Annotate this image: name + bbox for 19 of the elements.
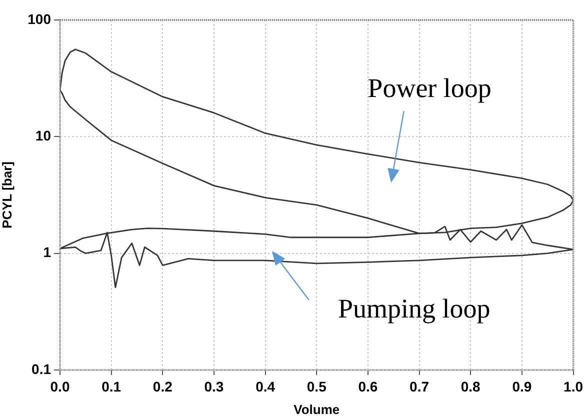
y-tick-label: 0.1 xyxy=(32,360,52,377)
x-tick-label: 0.1 xyxy=(102,378,122,394)
y-tick-label: 1 xyxy=(43,244,52,260)
annotation: Power loop xyxy=(368,73,492,104)
x-axis-title: Volume xyxy=(294,402,340,417)
annotation: Pumping loop xyxy=(338,294,490,324)
x-tick-label: 0.0 xyxy=(50,378,70,394)
x-tick-label: 0.5 xyxy=(306,378,327,394)
y-tick-label: 10 xyxy=(35,128,52,144)
y-tick-label: 100 xyxy=(28,10,52,27)
y-axis-title: PCYL [bar] xyxy=(0,162,14,228)
x-tick-label: 0.4 xyxy=(256,378,276,394)
x-tick-label: 1.0 xyxy=(564,378,584,394)
x-tick-label: 0.6 xyxy=(358,378,378,394)
x-tick-label: 0.9 xyxy=(512,378,532,394)
x-tick-label: 0.3 xyxy=(204,378,224,394)
x-tick-label: 0.7 xyxy=(410,378,430,394)
x-tick-label: 0.2 xyxy=(152,378,173,394)
x-tick-label: 0.8 xyxy=(460,378,481,394)
